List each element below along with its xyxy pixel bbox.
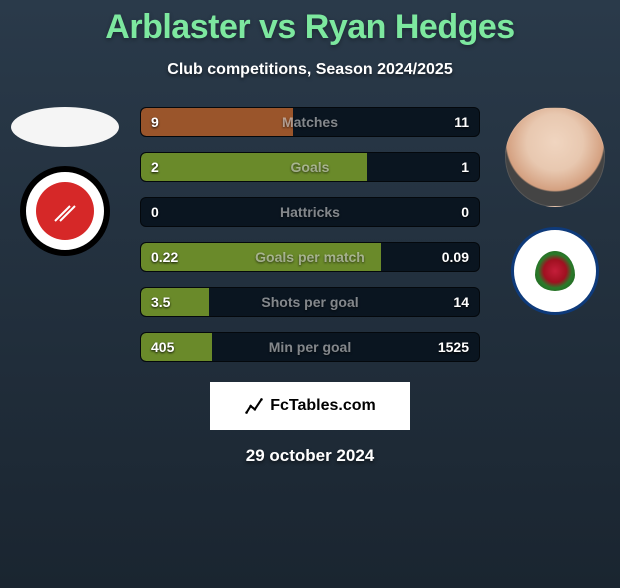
stat-value-left: 9 bbox=[151, 114, 159, 130]
stat-value-left: 3.5 bbox=[151, 294, 170, 310]
club-badge-sheffield-united bbox=[21, 167, 109, 255]
left-player-column bbox=[5, 107, 125, 255]
brand-text: FcTables.com bbox=[270, 397, 376, 415]
comparison-subtitle: Club competitions, Season 2024/2025 bbox=[0, 61, 620, 79]
club-badge-blackburn-rovers bbox=[511, 227, 599, 315]
stat-label: Goals per match bbox=[255, 249, 365, 265]
comparison-date: 29 october 2024 bbox=[0, 446, 620, 466]
stat-fill-bar bbox=[141, 108, 293, 136]
stat-value-left: 0 bbox=[151, 204, 159, 220]
player-photo-right bbox=[505, 107, 605, 207]
stat-value-right: 14 bbox=[453, 294, 469, 310]
stat-row: 405 Min per goal 1525 bbox=[140, 332, 480, 362]
stat-value-left: 0.22 bbox=[151, 249, 178, 265]
stat-row: 9 Matches 11 bbox=[140, 107, 480, 137]
stat-label: Shots per goal bbox=[261, 294, 358, 310]
swords-icon bbox=[50, 196, 80, 226]
stat-label: Matches bbox=[282, 114, 338, 130]
stat-row: 0.22 Goals per match 0.09 bbox=[140, 242, 480, 272]
stat-label: Min per goal bbox=[269, 339, 351, 355]
stat-value-left: 405 bbox=[151, 339, 174, 355]
stat-row: 2 Goals 1 bbox=[140, 152, 480, 182]
right-player-column bbox=[495, 107, 615, 315]
stat-value-right: 1525 bbox=[438, 339, 469, 355]
stats-list: 9 Matches 11 2 Goals 1 0 Hattricks 0 0.22 Goals pe… bbox=[140, 107, 480, 362]
stat-label: Hattricks bbox=[280, 204, 340, 220]
rose-icon bbox=[535, 251, 575, 291]
content-area: 9 Matches 11 2 Goals 1 0 Hattricks 0 0.22 Goals pe… bbox=[0, 107, 620, 466]
stat-value-right: 0.09 bbox=[442, 249, 469, 265]
stat-value-left: 2 bbox=[151, 159, 159, 175]
stat-value-right: 0 bbox=[461, 204, 469, 220]
chart-icon bbox=[244, 396, 264, 416]
club-badge-inner-icon bbox=[36, 182, 94, 240]
stat-label: Goals bbox=[291, 159, 330, 175]
brand-logo: FcTables.com bbox=[210, 382, 410, 430]
stat-row: 0 Hattricks 0 bbox=[140, 197, 480, 227]
player-photo-left bbox=[11, 107, 119, 147]
comparison-title: Arblaster vs Ryan Hedges bbox=[0, 8, 620, 47]
stat-fill-bar bbox=[141, 153, 367, 181]
stat-value-right: 11 bbox=[454, 114, 469, 130]
stat-value-right: 1 bbox=[461, 159, 469, 175]
stat-row: 3.5 Shots per goal 14 bbox=[140, 287, 480, 317]
